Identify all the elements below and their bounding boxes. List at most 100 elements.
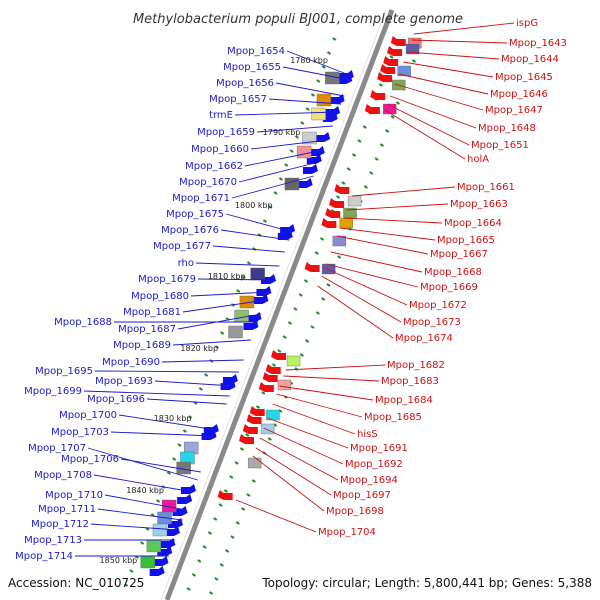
gene-label-right: Mpop_1665 [437,235,495,246]
gene-label-left: Mpop_1677 [153,241,211,252]
gene-label-right: holA [467,154,489,165]
tick-mark [166,471,171,475]
right-leader-line [386,103,470,146]
tick-mark [229,475,234,479]
reverse-gene-arrow [364,104,380,114]
tick-mark [177,443,182,447]
gene-label-right: Mpop_1683 [381,376,439,387]
reverse-gene-arrow [265,364,281,374]
gene-label-left: Mpop_1662 [185,161,243,172]
gene-block [321,263,336,275]
forward-gene-arrow [149,566,165,576]
gene-label-left: Mpop_1706 [61,454,119,465]
tick-mark [188,415,193,419]
accession-text: Accession: NC_010725 [8,576,144,590]
tick-mark [351,153,357,157]
tick-mark [310,93,316,97]
label-leader-lines [75,22,515,557]
forward-gene-arrow [261,274,277,284]
tick-mark [374,157,379,161]
gene-label-right: Mpop_1684 [375,395,433,406]
reverse-gene-arrow [377,72,393,82]
gene-label-right: Mpop_1685 [364,412,422,423]
gene-block [140,555,155,569]
left-leader-line [238,161,320,183]
tick-mark [156,499,161,503]
gene-label-left: Mpop_1659 [197,127,255,138]
gene-label-right: Mpop_1698 [326,506,384,517]
forward-gene-arrow [315,132,331,142]
right-leader-line [259,437,339,481]
tick-mark [395,101,401,105]
left-leader-line [286,50,352,77]
right-leader-line [413,22,515,35]
tick-mark [219,563,224,567]
right-leader-line [324,267,408,306]
right-leader-line [326,263,419,288]
reverse-gene-arrow [239,434,255,444]
tick-mark [319,237,325,241]
scale-mark-label: 1830 kbp [154,414,192,423]
forward-gene-arrow [325,106,341,116]
tick-mark [123,583,129,587]
gene-label-right: Mpop_1651 [471,140,529,151]
gene-block [152,523,168,537]
gene-label-right: hisS [357,429,378,440]
tick-mark [271,363,277,367]
right-leader-line [398,73,489,95]
left-leader-line [190,291,270,297]
gene-label-left: Mpop_1657 [209,94,267,105]
tick-mark [236,289,241,293]
tick-mark [251,479,256,483]
gene-label-left: Mpop_1689 [113,340,171,351]
tick-mark [298,293,303,297]
tick-mark [204,373,209,377]
reverse-gene-arrow [325,208,341,218]
gene-label-right: Mpop_1697 [333,490,391,501]
left-leader-line [154,380,234,387]
gene-label-left: Mpop_1679 [138,274,196,285]
left-leader-line [177,313,262,330]
right-leader-line [321,275,402,323]
gene-label-right: Mpop_1648 [478,123,536,134]
left-leader-line [234,111,339,116]
gene-label-right: Mpop_1704 [318,527,376,538]
gene-label-right: Mpop_1692 [345,459,403,470]
reverse-gene-arrow [271,350,287,360]
right-leader-line [317,285,394,339]
forward-gene-arrow [167,518,183,528]
gene-label-left: Mpop_1713 [24,535,82,546]
tick-mark [362,125,367,129]
gene-label-left: Mpop_1707 [28,443,86,454]
gene-block [277,379,292,391]
gene-label-left: Mpop_1680 [131,291,189,302]
left-leader-line [256,125,333,133]
forward-gene-arrow [180,484,196,494]
right-leader-line [403,61,494,78]
tick-mark [202,545,207,549]
forward-gene-arrow [277,230,293,240]
left-leader-line [172,339,252,346]
gene-label-right: Mpop_1691 [350,443,408,454]
tick-mark [224,549,230,553]
forward-gene-arrow [306,154,322,164]
reverse-gene-arrow [242,424,258,434]
right-leader-line [339,227,436,241]
right-leader-line [343,217,443,224]
gene-block [247,457,262,469]
reverse-gene-arrow [249,406,265,416]
backbone [160,9,395,600]
reverse-gene-arrow [334,184,350,194]
gene-label-left: Mpop_1660 [191,144,249,155]
tick-mark [261,391,266,395]
reverse-gene-arrow [258,382,274,392]
left-leader-line [104,494,187,511]
reverse-gene-arrow [329,198,345,208]
gene-block [339,217,353,229]
tick-mark [255,405,261,409]
tick-mark [363,185,368,189]
right-leader-line [252,455,325,512]
tick-mark [379,143,385,147]
left-leader-line [195,262,280,267]
tick-mark [150,513,155,517]
